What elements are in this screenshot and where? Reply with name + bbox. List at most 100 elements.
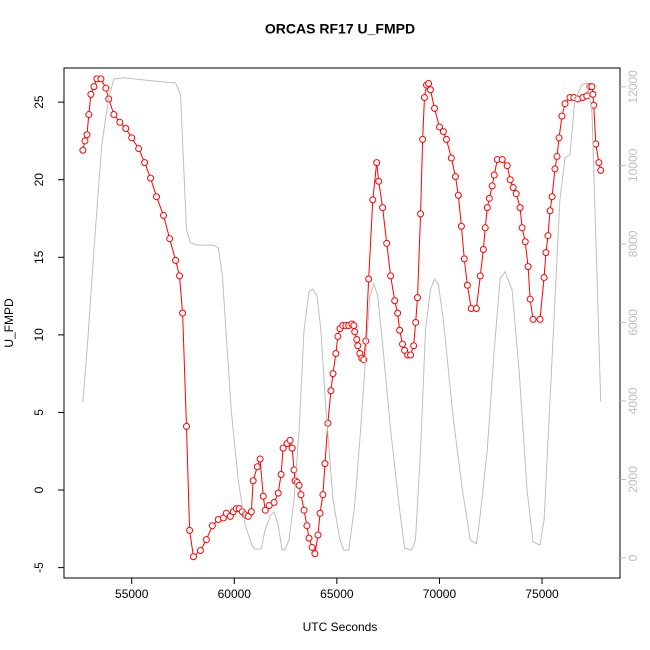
data-point [314, 531, 322, 539]
data-point [379, 204, 387, 212]
data-point [102, 84, 110, 92]
data-point [561, 100, 569, 108]
data-point [476, 272, 484, 280]
data-point [481, 224, 489, 232]
y2-tick-label: 4000 [626, 387, 640, 414]
data-point [417, 210, 425, 218]
data-point [498, 156, 506, 164]
data-point [186, 526, 194, 534]
data-point [536, 315, 544, 323]
data-point [506, 176, 514, 184]
data-point [588, 83, 596, 91]
plot-box [63, 67, 621, 579]
y-axis-label: U_FMPD [2, 298, 16, 348]
data-point [472, 304, 480, 312]
data-point [166, 235, 174, 243]
data-point [354, 342, 362, 350]
data-point [196, 547, 204, 555]
data-point [435, 123, 443, 131]
y-tick-label: 25 [32, 95, 46, 109]
y2-tick-label: 8000 [626, 230, 640, 257]
data-point [425, 80, 433, 88]
data-point [419, 135, 427, 143]
data-point [410, 342, 418, 350]
data-point [595, 159, 603, 167]
data-point [548, 193, 556, 201]
data-point [524, 263, 532, 271]
data-point [308, 543, 316, 551]
data-point [321, 460, 329, 468]
data-point [179, 309, 187, 317]
data-point [327, 387, 335, 395]
data-point [375, 177, 383, 185]
series-line [82, 77, 602, 551]
data-point [265, 502, 273, 510]
data-point [202, 536, 210, 544]
data-point [558, 112, 566, 120]
data-point [279, 444, 287, 452]
series-line [82, 78, 602, 558]
data-point [85, 111, 93, 119]
data-point [544, 232, 552, 240]
data-point [303, 522, 311, 530]
data-point [300, 506, 308, 514]
data-point [350, 322, 358, 330]
data-point [87, 90, 95, 98]
data-point [316, 509, 324, 517]
data-point [324, 419, 332, 427]
y2-tick-label: 12000 [626, 70, 640, 104]
data-point [270, 498, 278, 506]
data-point [247, 508, 255, 516]
data-point [110, 111, 118, 119]
data-point [319, 491, 327, 499]
data-point [249, 477, 257, 485]
data-point [439, 128, 447, 136]
data-point [373, 159, 381, 167]
data-point [414, 294, 422, 302]
data-point [391, 297, 399, 305]
data-point [362, 337, 370, 345]
data-point [589, 90, 597, 98]
data-point [451, 173, 459, 181]
data-point [369, 196, 377, 204]
data-point [332, 349, 340, 357]
x-axis-label: UTC Seconds [303, 620, 378, 634]
data-point [116, 118, 124, 126]
data-point [407, 351, 415, 359]
data-point [540, 273, 548, 281]
data-point [141, 159, 149, 167]
data-point [305, 534, 313, 542]
y-tick-label: -5 [32, 562, 46, 573]
data-point [353, 336, 361, 344]
x-tick-label: 70000 [423, 587, 457, 601]
y2-tick-label: 2000 [626, 466, 640, 493]
data-point [288, 444, 296, 452]
data-point [182, 422, 190, 430]
data-point [592, 140, 600, 148]
data-point [122, 125, 130, 133]
data-point [259, 492, 267, 500]
data-point [463, 281, 471, 289]
y-tick-label: 15 [32, 250, 46, 264]
data-point [81, 137, 89, 145]
data-point [485, 194, 493, 202]
data-point [490, 171, 498, 179]
data-point [277, 471, 285, 479]
data-point [454, 191, 462, 199]
data-point [274, 489, 282, 497]
data-point [553, 152, 561, 160]
data-point [516, 204, 524, 212]
data-point [597, 166, 605, 174]
data-point [399, 340, 407, 348]
data-point [420, 93, 428, 101]
data-point [253, 463, 261, 471]
data-point [483, 204, 491, 212]
data-point [83, 131, 91, 139]
y-tick-label: 5 [32, 409, 46, 416]
data-point [172, 256, 180, 264]
data-point [529, 315, 537, 323]
data-point [387, 272, 395, 280]
data-point [521, 238, 529, 246]
data-point [512, 190, 520, 198]
